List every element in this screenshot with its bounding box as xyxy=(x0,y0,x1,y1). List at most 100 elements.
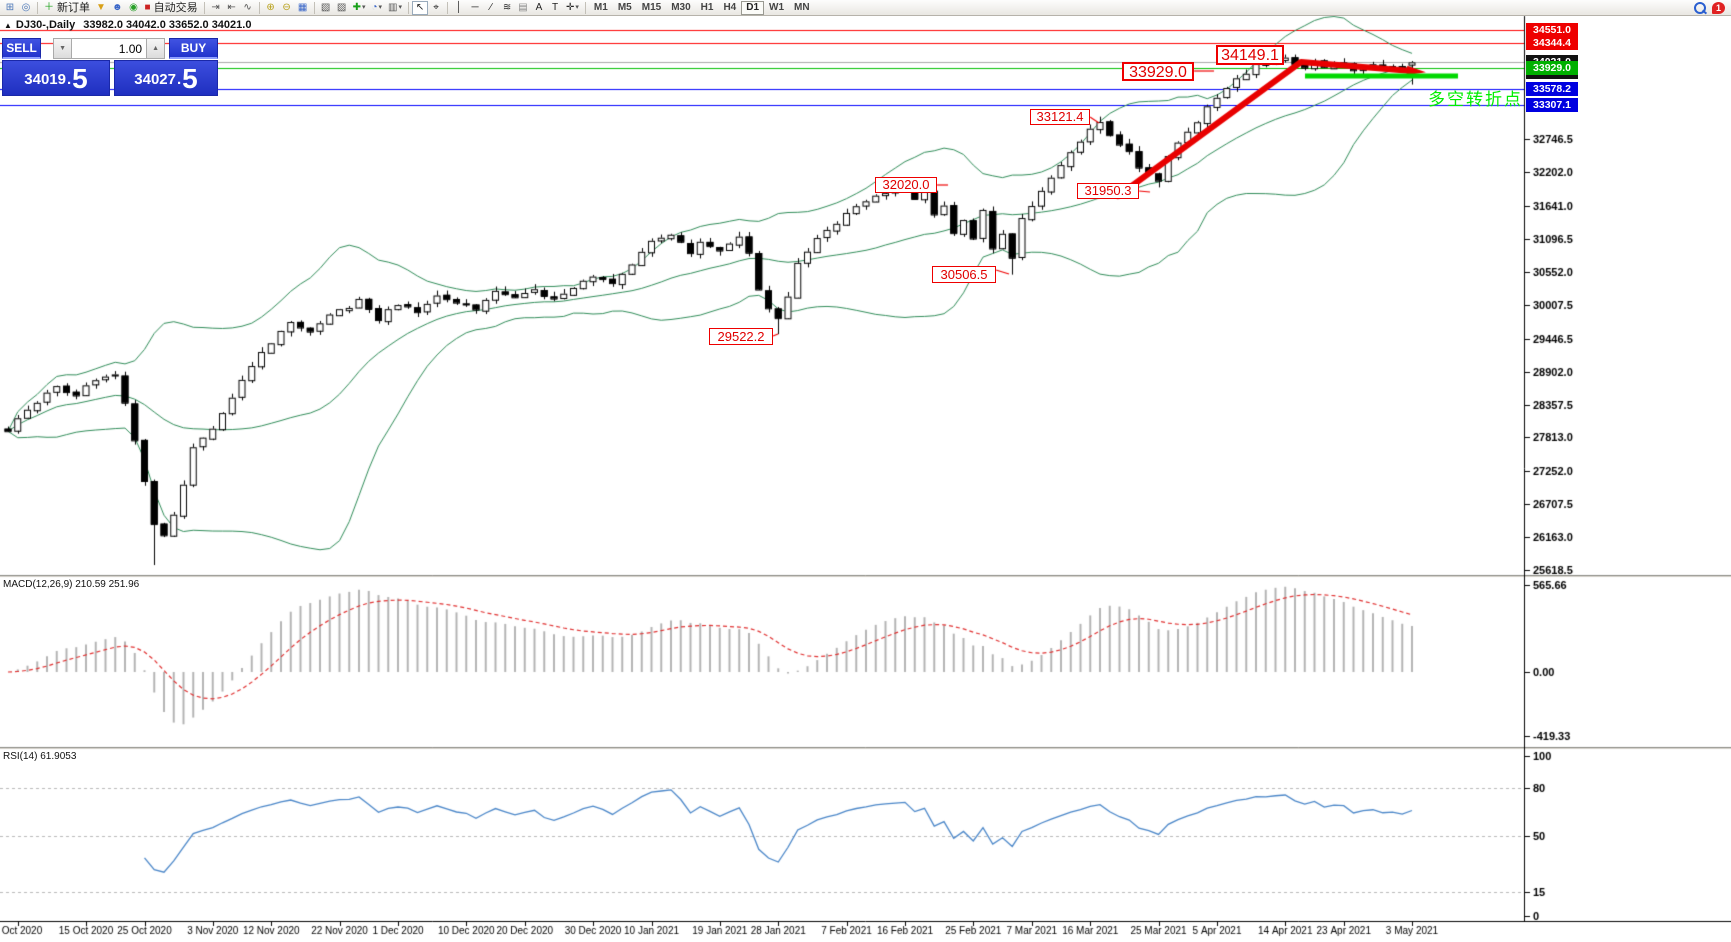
autotrading-glyph: ■ xyxy=(144,1,151,13)
autotrading-button-label: 自动交易 xyxy=(153,1,198,14)
indicators-button[interactable]: ✚ ▾ xyxy=(350,1,369,15)
auto-scroll-icon-glyph: ⇤ xyxy=(227,1,236,13)
new-chart-icon[interactable]: ▧ xyxy=(318,1,334,15)
timeframe-M1[interactable]: M1 xyxy=(589,1,613,15)
buy-price-dot: . xyxy=(176,71,182,88)
new-order-button[interactable]: ＋新订单 xyxy=(41,1,93,15)
label-button[interactable]: T xyxy=(547,1,563,15)
tile-windows-icon-glyph: ▦ xyxy=(297,1,308,13)
hline-button[interactable]: ─ xyxy=(467,1,483,15)
timeframe-D1[interactable]: D1 xyxy=(741,0,765,15)
toolbar-separator xyxy=(313,1,315,14)
timeframe-M30[interactable]: M30 xyxy=(666,1,695,15)
chevron-down-icon: ▾ xyxy=(378,3,383,11)
search-icon[interactable] xyxy=(1694,1,1706,14)
fibonacci-glyph: ≋ xyxy=(502,1,512,13)
chevron-down-icon: ▾ xyxy=(361,3,366,11)
buy-price-int: 34027 xyxy=(134,71,176,88)
main-toolbar: ⊞ ◎ ＋新订单 ▼ ☻ ◉ ■ 自动交易 ⇥ ⇤ ∿ ⊕ ⊖ ▦ ▧ ▨ ✚ ▾ ◔ ▾ ▥ ▾ ↖ ⌖ │ ─ ∕ ≋ ▤ A T ✛ ▾ M… xyxy=(0,0,1731,16)
tile-windows-icon[interactable]: ▦ xyxy=(295,1,311,15)
indicators-glyph: ✚ xyxy=(352,1,361,13)
chart-shift-icon-glyph: ⇥ xyxy=(211,1,220,13)
chart-window-icon[interactable]: ⊞ xyxy=(2,1,18,15)
vline-button[interactable]: │ xyxy=(451,1,467,15)
trendline-glyph: ∕ xyxy=(490,1,492,13)
trendline-button[interactable]: ∕ xyxy=(483,1,499,15)
buy-price-display[interactable]: 34027. 5 xyxy=(114,60,218,96)
new-order-button-label: 新订单 xyxy=(57,1,90,14)
new-order-glyph: ＋ xyxy=(44,1,54,13)
chart-title: ▲ DJ30-,Daily 33982.0 34042.0 33652.0 3402… xyxy=(4,19,251,31)
rsi-indicator-label: RSI(14) 61.9053 xyxy=(3,751,77,762)
toolbar-right-group: 1 xyxy=(1694,1,1729,14)
buy-button[interactable]: BUY xyxy=(169,38,218,59)
grid-button[interactable]: ▤ xyxy=(515,1,531,15)
market-watch-icon-glyph: ▼ xyxy=(96,1,106,13)
volume-decrease-button[interactable]: ▼ xyxy=(53,38,73,59)
data-window-icon[interactable]: ◎ xyxy=(18,1,34,15)
text-glyph: A xyxy=(535,1,543,13)
zoom-in-icon-glyph: ⊕ xyxy=(266,1,275,13)
timeframe-H4[interactable]: H4 xyxy=(718,1,741,15)
sell-price-display[interactable]: 34019. 5 xyxy=(2,60,110,96)
signals-icon-glyph: ◉ xyxy=(129,1,138,13)
accounts-icon[interactable]: ☻ xyxy=(109,1,126,15)
sell-price-dot: . xyxy=(66,71,72,88)
chart-mode-icon-glyph: ∿ xyxy=(243,1,252,13)
macd-indicator-label: MACD(12,26,9) 210.59 251.96 xyxy=(3,579,140,590)
sell-price-dec: 5 xyxy=(72,63,88,94)
timeframe-M5[interactable]: M5 xyxy=(613,1,637,15)
arrows-glyph: ✛ xyxy=(566,1,575,13)
timeframe-M15[interactable]: M15 xyxy=(637,1,666,15)
toolbar-separator xyxy=(408,1,410,14)
periods-glyph: ◔ xyxy=(371,1,378,13)
profiles-icon-glyph: ▨ xyxy=(336,1,347,13)
timeframe-MN[interactable]: MN xyxy=(789,1,815,15)
label-glyph: T xyxy=(551,1,559,13)
arrows-button[interactable]: ✛ ▾ xyxy=(563,1,582,15)
chart-window-icon-glyph: ⊞ xyxy=(5,1,15,13)
toolbar-separator xyxy=(203,1,205,14)
toolbar-separator xyxy=(37,1,38,14)
zoom-out-icon[interactable]: ⊖ xyxy=(279,1,295,15)
data-window-icon-glyph: ◎ xyxy=(21,1,31,13)
templates-button[interactable]: ▥ ▾ xyxy=(385,1,405,15)
grid-glyph: ▤ xyxy=(518,1,528,13)
market-watch-icon[interactable]: ▼ xyxy=(93,1,109,15)
chart-symbol-period: DJ30-,Daily xyxy=(15,19,76,31)
periods-button[interactable]: ◔ ▾ xyxy=(368,1,385,15)
templates-glyph: ▥ xyxy=(388,1,398,13)
zoom-in-icon[interactable]: ⊕ xyxy=(263,1,279,15)
volume-stepper: ▼ ▲ xyxy=(53,38,166,59)
buy-price-dec: 5 xyxy=(182,63,198,94)
text-button[interactable]: A xyxy=(531,1,547,15)
autotrading-button[interactable]: ■ 自动交易 xyxy=(142,1,201,15)
auto-scroll-icon[interactable]: ⇤ xyxy=(224,1,240,15)
signals-icon[interactable]: ◉ xyxy=(126,1,142,15)
cursor-button[interactable]: ↖ xyxy=(412,0,429,15)
vline-glyph: │ xyxy=(455,1,463,13)
volume-input[interactable] xyxy=(72,38,147,59)
crosshair-button[interactable]: ⌖ xyxy=(428,1,444,15)
fibonacci-button[interactable]: ≋ xyxy=(499,1,515,15)
sell-button[interactable]: SELL xyxy=(2,38,42,59)
chevron-down-icon: ▾ xyxy=(398,3,403,11)
chevron-down-icon: ▾ xyxy=(575,3,579,11)
accounts-icon-glyph: ☻ xyxy=(112,1,123,13)
toolbar-separator xyxy=(447,1,449,14)
chart-collapse-icon[interactable]: ▲ xyxy=(4,21,12,30)
timeframe-H1[interactable]: H1 xyxy=(696,1,719,15)
timeframe-W1[interactable]: W1 xyxy=(764,1,789,15)
chart-shift-icon[interactable]: ⇥ xyxy=(208,1,224,15)
zoom-out-icon-glyph: ⊖ xyxy=(282,1,291,13)
sell-price-int: 34019 xyxy=(24,71,66,88)
profiles-icon[interactable]: ▨ xyxy=(334,1,350,15)
notification-badge[interactable]: 1 xyxy=(1712,1,1725,14)
chinese-annotation-text[interactable]: 多空转折点 xyxy=(1428,90,1523,109)
hline-glyph: ─ xyxy=(471,1,479,13)
chart-mode-icon[interactable]: ∿ xyxy=(240,1,256,15)
volume-increase-button[interactable]: ▲ xyxy=(146,38,166,59)
cursor-glyph: ↖ xyxy=(415,1,425,13)
